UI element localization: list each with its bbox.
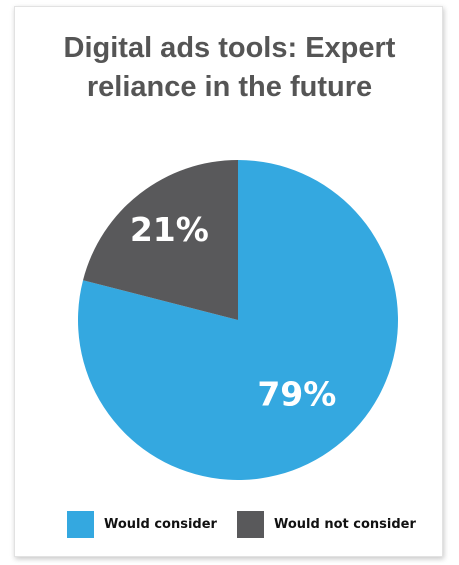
chart-legend: Would consider Would not consider [15,509,444,539]
pie-slice-would-consider [77,160,398,480]
chart-title-line-1: Digital ads tools: Expert [63,32,396,64]
pie-chart: 79% 21% [77,160,398,480]
legend-swatch-would-consider [67,510,94,538]
legend-label-would-consider: Would consider [104,516,217,532]
chart-card: Digital ads tools: Expert reliance in th… [14,6,443,557]
slice-label-would-consider: 79% [257,374,336,413]
chart-title: Digital ads tools: Expert reliance in th… [15,29,444,107]
pie-slice-would-not-consider [83,160,238,320]
legend-item-would-consider: Would consider [67,509,217,539]
legend-label-would-not-consider: Would not consider [274,516,416,532]
legend-item-would-not-consider: Would not consider [237,509,416,539]
slice-label-would-not-consider: 21% [130,210,209,249]
chart-title-line-2: reliance in the future [86,71,373,103]
legend-swatch-would-not-consider [237,510,264,538]
